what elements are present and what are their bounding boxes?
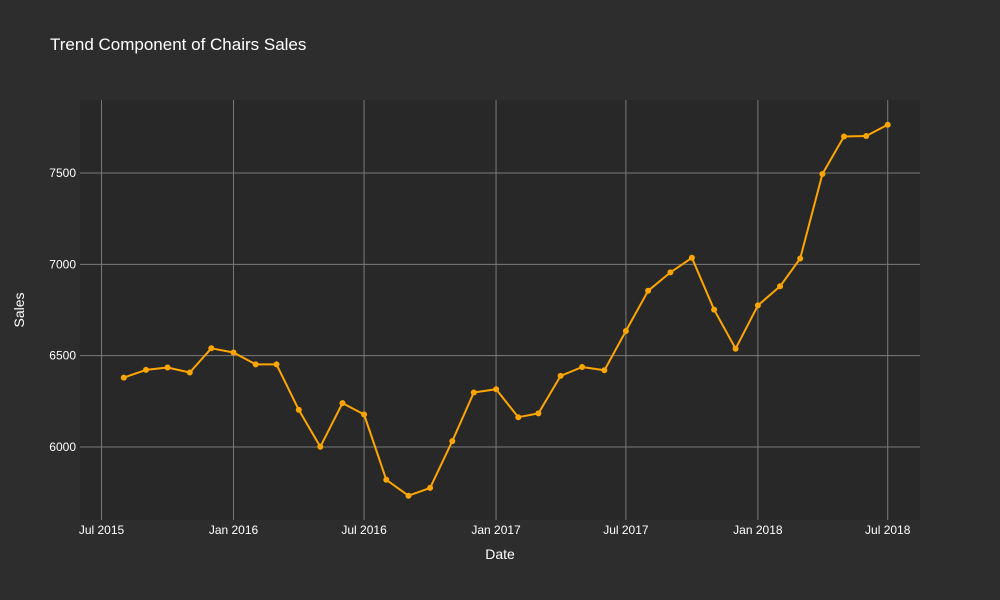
data-point — [535, 410, 542, 417]
data-point — [493, 386, 500, 393]
x-axis-title: Date — [485, 546, 515, 562]
y-tick-label: 6000 — [49, 440, 76, 454]
data-point — [230, 349, 237, 356]
data-point — [186, 369, 193, 376]
data-point — [120, 374, 127, 381]
data-point — [579, 364, 586, 370]
data-point — [601, 367, 608, 374]
data-point — [797, 255, 804, 262]
x-tick-label: Jul 2015 — [79, 523, 125, 537]
data-point — [841, 133, 847, 140]
chart-title: Trend Component of Chairs Sales — [50, 35, 306, 54]
data-point — [427, 484, 434, 491]
data-point — [732, 345, 739, 352]
plot-background — [80, 100, 920, 520]
y-axis-title: Sales — [11, 292, 27, 327]
data-point — [449, 438, 456, 445]
data-point — [470, 389, 477, 396]
data-point — [383, 476, 390, 483]
x-tick-label: Jan 2017 — [471, 523, 521, 537]
y-tick-label: 7500 — [49, 166, 76, 180]
x-tick-label: Jul 2016 — [341, 523, 387, 537]
data-point — [339, 400, 346, 407]
data-point — [317, 443, 324, 450]
data-point — [295, 406, 302, 413]
data-point — [252, 361, 259, 368]
series-layer — [120, 121, 891, 499]
data-point — [667, 269, 674, 276]
data-point — [405, 492, 412, 499]
y-tick-label: 7000 — [49, 257, 76, 271]
data-point — [777, 283, 784, 290]
data-point — [711, 306, 718, 313]
data-point — [884, 121, 891, 128]
data-point — [863, 133, 870, 139]
data-point — [361, 411, 368, 418]
data-point — [622, 328, 629, 334]
y-tick-label: 6500 — [49, 349, 76, 363]
x-tick-label: Jul 2018 — [865, 523, 911, 537]
x-tick-labels: Jul 2015 Jan 2016 Jul 2016 Jan 2017 Jul 2017… — [79, 523, 911, 537]
data-point — [819, 171, 826, 177]
series-line — [123, 123, 889, 497]
data-point — [557, 372, 564, 379]
y-gridlines — [80, 172, 920, 448]
data-point — [688, 254, 695, 261]
x-gridlines — [101, 100, 889, 520]
y-tick-labels: 6000 6500 7000 7500 — [49, 166, 76, 454]
x-tick-label: Jul 2017 — [603, 523, 649, 537]
x-tick-label: Jan 2018 — [733, 523, 783, 537]
data-point — [143, 366, 149, 373]
data-point — [515, 414, 522, 421]
x-tick-label: Jan 2016 — [209, 523, 259, 537]
data-point — [754, 302, 761, 309]
data-point — [273, 361, 280, 368]
data-point — [164, 364, 171, 371]
data-point — [208, 345, 215, 352]
data-point — [645, 287, 652, 294]
